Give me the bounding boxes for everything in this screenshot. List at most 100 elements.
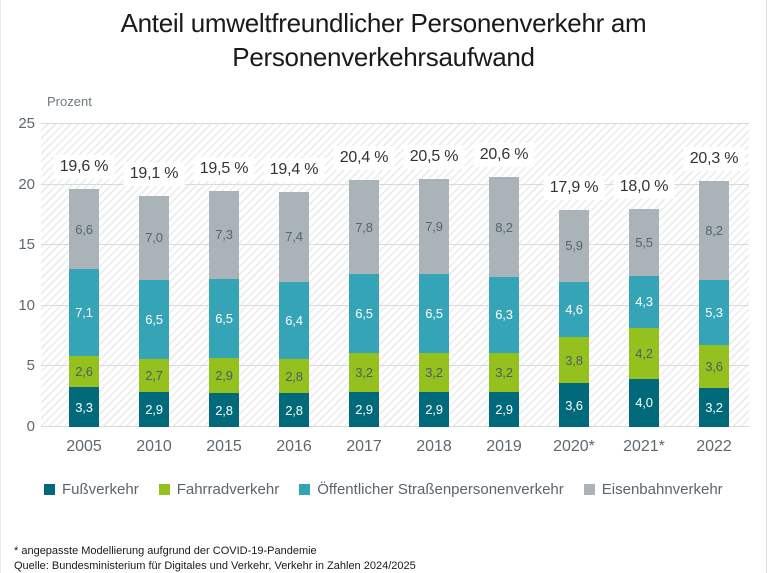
bar-segment: 3,2 (489, 353, 519, 392)
gridline-15 (41, 244, 749, 246)
bar-segment: 6,3 (489, 276, 519, 354)
chart-title: Anteil umweltfreundlicher Personenverkeh… (1, 6, 766, 74)
x-tick-label-2017: 2017 (346, 438, 382, 455)
bar-segment: 2,9 (209, 357, 239, 394)
y-tick-label-10: 10 (18, 296, 35, 314)
bar-segment: 7,8 (349, 179, 379, 275)
y-tick-label-5: 5 (26, 357, 35, 375)
x-tick-label-2020: 2020* (553, 438, 595, 455)
bar-segment: 5,3 (699, 280, 729, 345)
y-tick-label-15: 15 (18, 236, 35, 254)
bar-2018: 2,9 3,2 6,5 7,9 (419, 178, 449, 427)
bar-segment: 2,9 (489, 391, 519, 427)
total-label: 18,0 % (613, 174, 675, 199)
x-tick-label-2005: 2005 (66, 438, 102, 455)
bar-segment: 6,5 (349, 274, 379, 354)
legend-item: Öffentlicher Straßenpersonenverkehr (299, 481, 564, 498)
footnote-source: Quelle: Bundesministerium für Digitales … (14, 560, 416, 572)
bar-segment: 6,6 (69, 189, 99, 270)
bar-segment: 5,9 (559, 210, 589, 282)
bar-segment: 2,7 (139, 359, 169, 392)
total-label: 20,4 % (333, 145, 395, 170)
bar-2019: 2,9 3,2 6,3 8,2 (489, 177, 519, 427)
gridline-10 (41, 304, 749, 306)
bar-segment: 3,6 (699, 344, 729, 389)
bar-segment: 8,2 (489, 177, 519, 277)
bar-segment: 2,9 (349, 391, 379, 427)
legend-label: Fahrradverkehr (176, 481, 280, 498)
bar-segment: 7,0 (139, 195, 169, 281)
total-label: 20,5 % (403, 144, 465, 169)
bar-segment: 3,2 (419, 353, 449, 392)
bar-segment: 7,3 (209, 190, 239, 280)
bar-segment: 4,0 (629, 378, 659, 427)
total-label: 20,6 % (473, 143, 535, 168)
total-label: 19,5 % (193, 156, 255, 181)
legend-swatch-icon (44, 484, 55, 495)
legend-swatch-icon (583, 484, 595, 495)
bar-segment: 3,3 (69, 387, 99, 427)
total-label: 19,1 % (123, 161, 185, 186)
bar-segment: 3,8 (559, 337, 589, 384)
bar-segment: 2,8 (279, 359, 309, 394)
bar-2017: 2,9 3,2 6,5 7,8 (349, 179, 379, 427)
bar-segment: 7,9 (419, 178, 449, 275)
bar-2022: 3,2 3,6 5,3 8,2 (699, 180, 729, 427)
bar-2021: 4,0 4,2 4,3 5,5 (629, 208, 659, 427)
plot-area: 3,3 2,6 7,1 6,6 19,6 % 2,9 2,7 6,5 7,0 19,1 % 2,8 2… (41, 123, 749, 427)
x-tick-label-2018: 2018 (416, 438, 452, 455)
total-label: 17,9 % (543, 176, 605, 201)
total-label: 19,6 % (53, 155, 115, 180)
y-axis-unit-label: Prozent (47, 94, 92, 109)
x-tick-label-2016: 2016 (276, 438, 312, 455)
bar-segment: 7,4 (279, 191, 309, 282)
footnotes: * angepasste Modellierung aufgrund der C… (14, 544, 416, 573)
bar-2005: 3,3 2,6 7,1 6,6 (69, 189, 99, 427)
legend-item: Eisenbahnverkehr (583, 481, 723, 498)
bar-segment: 2,9 (419, 391, 449, 427)
bar-segment: 7,1 (69, 269, 99, 356)
bar-segment: 6,5 (209, 279, 239, 358)
y-tick-label-0: 0 (26, 418, 35, 435)
bar-2010: 2,9 2,7 6,5 7,0 (139, 195, 169, 427)
bar-segment: 3,2 (349, 353, 379, 392)
x-tick-label-2022: 2022 (696, 438, 732, 455)
legend-label: Eisenbahnverkehr (601, 481, 723, 498)
bar-segment: 3,6 (559, 383, 589, 427)
bar-segment: 8,2 (699, 180, 729, 281)
legend-swatch-icon (158, 484, 170, 495)
x-tick-label-2021: 2021* (623, 438, 665, 455)
bar-2016: 2,8 2,8 6,4 7,4 (279, 191, 309, 427)
bar-segment: 3,2 (699, 388, 729, 427)
gridline-20 (41, 183, 749, 185)
bar-segment: 2,6 (69, 355, 99, 388)
gridline-25 (41, 123, 749, 124)
legend-swatch-icon (299, 484, 311, 495)
bar-2015: 2,8 2,9 6,5 7,3 (209, 190, 239, 427)
legend-label: Fußverkehr (62, 481, 139, 498)
x-tick-label-2019: 2019 (486, 438, 522, 455)
chart-title-line2: Personenverkehrsaufwand (232, 42, 535, 72)
bar-segment: 4,6 (559, 281, 589, 338)
footnote-covid: * angepasste Modellierung aufgrund der C… (14, 545, 317, 557)
bar-segment: 2,9 (139, 391, 169, 427)
bar-segment: 2,8 (209, 393, 239, 427)
total-label: 20,3 % (683, 146, 745, 171)
legend-label: Öffentlicher Straßenpersonenverkehr (317, 481, 564, 498)
bar-segment: 6,4 (279, 281, 309, 360)
bar-segment: 6,5 (419, 274, 449, 354)
x-tick-label-2015: 2015 (206, 438, 242, 455)
legend-item: Fahrradverkehr (158, 481, 280, 498)
legend-item: Fußverkehr (44, 481, 139, 498)
bar-segment: 5,5 (629, 208, 659, 276)
bar-segment: 4,3 (629, 275, 659, 328)
gridline-0 (41, 426, 749, 427)
bar-segment: 4,2 (629, 327, 659, 379)
total-label: 19,4 % (263, 157, 325, 182)
y-tick-label-20: 20 (18, 175, 35, 193)
chart-title-line1: Anteil umweltfreundlicher Personenverkeh… (120, 8, 647, 38)
x-tick-label-2010: 2010 (136, 438, 172, 455)
chart-legend: Fußverkehr Fahrradverkehr Öffentlicher Str… (44, 481, 723, 498)
bar-segment: 2,8 (279, 393, 309, 427)
